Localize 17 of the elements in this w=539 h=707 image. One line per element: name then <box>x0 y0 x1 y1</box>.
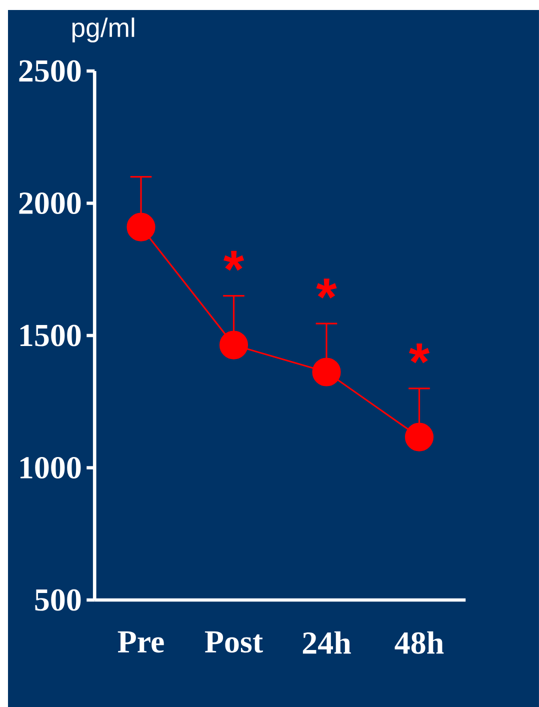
y-tick-label: 2000 <box>19 192 81 214</box>
x-tick-label: 24h <box>302 631 351 654</box>
x-tick-label: 48h <box>394 631 444 654</box>
x-tick-label: Pre <box>118 631 164 653</box>
annotation: * <box>316 278 337 298</box>
point <box>126 212 156 242</box>
y-tick-label: 1000 <box>20 456 81 479</box>
annotation: * <box>224 250 244 271</box>
y-tick-label: 500 <box>35 589 81 611</box>
y-axis-title: pg/ml <box>72 18 134 42</box>
point <box>404 422 434 452</box>
x-tick-label: Post <box>204 631 263 653</box>
y-tick-label: 1500 <box>20 324 81 346</box>
y-tick-label: 2500 <box>19 60 81 82</box>
point <box>312 358 341 386</box>
point <box>219 330 248 360</box>
annotation: * <box>409 343 430 364</box>
